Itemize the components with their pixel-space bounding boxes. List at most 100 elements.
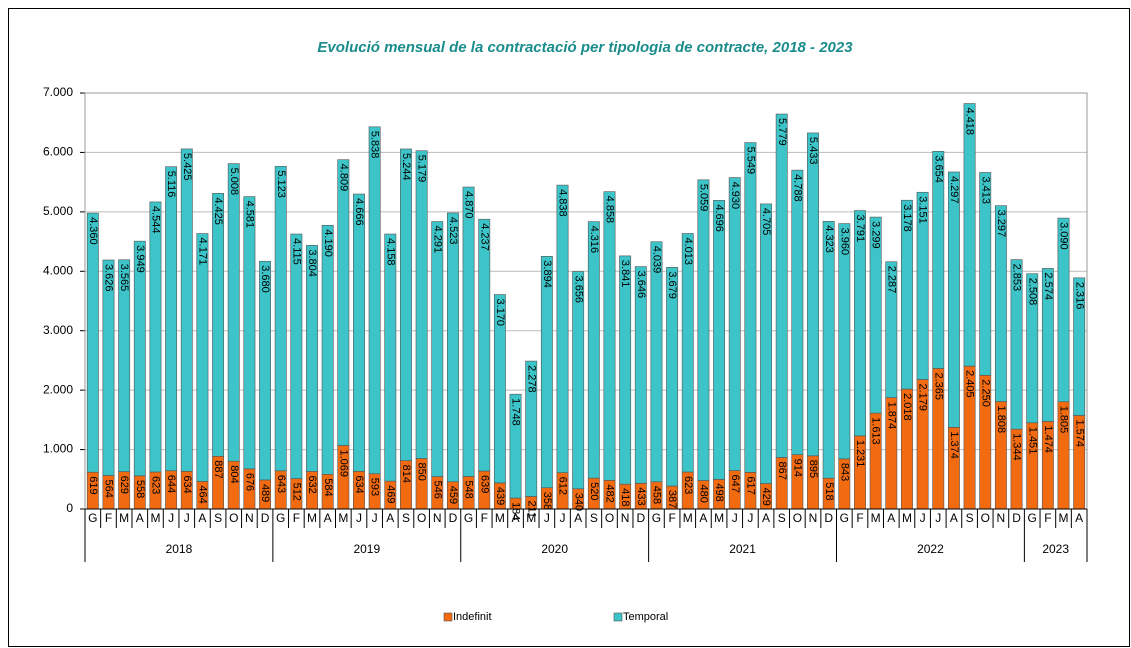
x-tick-label: F (856, 511, 863, 525)
value-label: 5.179 (416, 155, 428, 183)
value-label: 4.316 (588, 226, 600, 254)
bar-segment (180, 148, 193, 472)
x-tick-label: O (981, 511, 990, 525)
value-label: 887 (212, 460, 224, 478)
bar-segment (556, 184, 569, 473)
x-tick-label: S (778, 511, 786, 525)
bar-segment (196, 233, 209, 482)
value-label: 2.508 (1026, 278, 1038, 306)
bar-segment (337, 159, 350, 446)
value-label: 895 (807, 460, 819, 478)
bar-segment (415, 150, 428, 459)
x-tick-label: A (386, 511, 394, 525)
value-label: 5.059 (698, 184, 710, 212)
value-label: 4.666 (353, 198, 365, 226)
value-label: 4.237 (478, 223, 490, 251)
bar-segment (572, 271, 585, 490)
x-tick-label: M (902, 511, 912, 525)
value-label: 593 (369, 478, 381, 496)
value-label: 4.425 (212, 197, 224, 225)
x-tick-label: A (136, 511, 144, 525)
value-label: 429 (760, 488, 772, 506)
bar-segment (290, 233, 303, 479)
value-label: 804 (228, 465, 240, 483)
x-tick-label: A (574, 511, 582, 525)
value-label: 1.574 (1073, 419, 1085, 447)
bar-segment (666, 267, 679, 487)
value-label: 469 (384, 485, 396, 503)
value-label: 3.656 (572, 276, 584, 304)
value-label: 433 (635, 487, 647, 505)
x-tick-label: A (512, 511, 520, 525)
value-label: 643 (275, 475, 287, 493)
value-label: 639 (478, 475, 490, 493)
value-label: 4.171 (197, 238, 209, 266)
value-label: 2.574 (1042, 272, 1054, 300)
value-label: 4.696 (713, 204, 725, 232)
value-label: 3.949 (134, 245, 146, 273)
value-label: 623 (150, 476, 162, 494)
bar-segment (744, 142, 757, 473)
value-label: 458 (651, 486, 663, 504)
bar-segment (1057, 217, 1070, 403)
x-tick-label: F (481, 511, 488, 525)
value-label: 1.805 (1058, 406, 1070, 434)
value-label: 2.365 (932, 372, 944, 400)
value-label: 914 (791, 459, 803, 477)
x-tick-label: M (526, 511, 536, 525)
y-tick-label: 3.000 (43, 323, 73, 337)
x-tick-label: A (950, 511, 958, 525)
x-tick-label: D (824, 511, 833, 525)
x-tick-label: N (621, 511, 630, 525)
x-tick-label: J (544, 511, 550, 525)
x-tick-label: M (714, 511, 724, 525)
value-label: 3.680 (259, 265, 271, 293)
bar-segment (979, 172, 992, 376)
x-tick-label: S (402, 511, 410, 525)
value-label: 546 (431, 481, 443, 499)
x-tick-label: N (809, 511, 818, 525)
value-label: 1.474 (1042, 425, 1054, 453)
value-label: 4.360 (87, 217, 99, 245)
bar-segment (822, 221, 835, 479)
value-label: 4.809 (337, 164, 349, 192)
bar-segment (133, 240, 146, 477)
bar-segment (525, 360, 538, 497)
value-label: 3.626 (103, 264, 115, 292)
bar-segment (838, 223, 851, 460)
value-label: 1.231 (854, 440, 866, 468)
x-tick-label: F (668, 511, 675, 525)
value-label: 617 (744, 476, 756, 494)
value-label: 464 (197, 485, 209, 503)
value-label: 3.804 (306, 249, 318, 277)
bar-segment (994, 205, 1007, 402)
value-label: 5.549 (744, 147, 756, 175)
bar-segment (212, 193, 225, 457)
bar-segment (885, 261, 898, 398)
value-label: 3.151 (917, 196, 929, 224)
value-label: 4.323 (823, 225, 835, 253)
bar-segment (916, 191, 929, 380)
legend-label: Temporal (623, 611, 668, 623)
x-tick-label: J (560, 511, 566, 525)
value-label: 1.613 (870, 417, 882, 445)
value-label: 1.874 (885, 402, 897, 430)
value-label: 5.838 (369, 131, 381, 159)
bar-segment (807, 132, 819, 457)
bar-segment (149, 201, 162, 473)
value-label: 3.413 (979, 176, 991, 204)
x-tick-label: A (324, 511, 332, 525)
value-label: 4.190 (322, 229, 334, 257)
value-label: 4.039 (651, 246, 663, 274)
bar-segment (274, 166, 287, 472)
x-tick-label: A (1075, 511, 1083, 525)
value-label: 3.679 (666, 271, 678, 299)
value-label: 4.158 (384, 238, 396, 266)
value-label: 4.013 (682, 237, 694, 265)
value-label: 2.287 (885, 266, 897, 294)
y-tick-label: 4.000 (43, 263, 73, 277)
value-label: 2.278 (525, 365, 537, 393)
value-label: 3.299 (870, 221, 882, 249)
bar-segment (728, 177, 741, 471)
x-tick-label: O (229, 511, 238, 525)
